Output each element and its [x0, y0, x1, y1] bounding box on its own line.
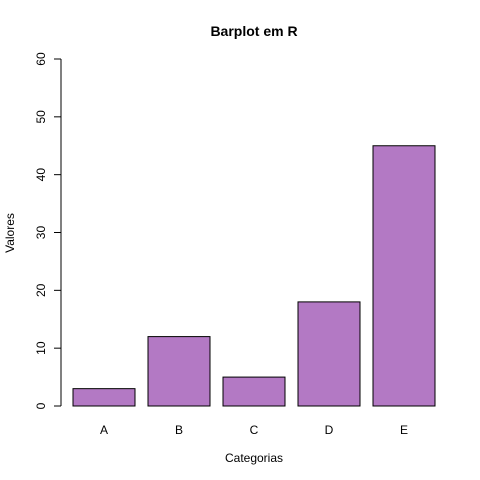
bar-A [72, 388, 136, 407]
x-axis-tick-labels: A B C D E [100, 423, 408, 437]
chart-title: Barplot em R [210, 23, 297, 39]
y-axis-label: Valores [3, 213, 17, 253]
y-axis: 0 10 20 30 40 50 60 [34, 52, 62, 409]
bar-B [147, 336, 211, 407]
y-tick-label: 60 [34, 52, 48, 66]
y-tick-label: 30 [34, 226, 48, 240]
x-tick-label: C [250, 423, 259, 437]
x-tick-label: A [100, 423, 108, 437]
x-tick-label: E [400, 423, 408, 437]
bar-E [372, 145, 436, 407]
bars [72, 145, 436, 407]
x-axis-label: Categorias [225, 451, 283, 465]
x-tick-label: B [175, 423, 183, 437]
y-tick-label: 40 [34, 168, 48, 182]
bar-C [222, 376, 286, 407]
y-tick-label: 10 [34, 341, 48, 355]
y-tick-label: 0 [34, 402, 48, 409]
x-tick-label: D [325, 423, 334, 437]
y-tick-label: 50 [34, 110, 48, 124]
bar-D [297, 301, 361, 407]
y-tick-label: 20 [34, 283, 48, 297]
